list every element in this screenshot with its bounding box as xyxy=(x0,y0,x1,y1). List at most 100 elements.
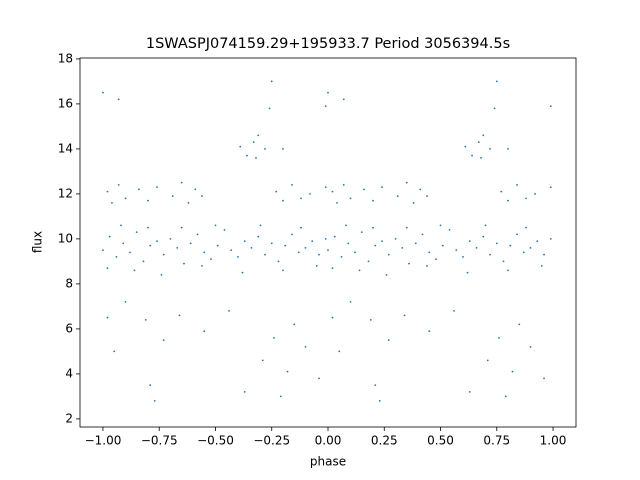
y-tick-label: 2 xyxy=(65,411,73,425)
data-point xyxy=(156,240,158,243)
data-point xyxy=(347,242,350,245)
data-point xyxy=(387,339,390,342)
data-point xyxy=(255,157,257,159)
y-tick-label: 6 xyxy=(65,321,73,335)
data-point xyxy=(201,195,203,198)
data-point xyxy=(439,224,442,227)
data-point xyxy=(264,253,266,256)
data-point xyxy=(489,253,491,256)
data-point xyxy=(331,316,334,319)
data-point xyxy=(273,337,275,339)
data-point xyxy=(448,229,451,231)
data-point xyxy=(318,253,320,256)
data-point xyxy=(147,226,149,229)
data-point xyxy=(106,267,109,270)
data-point xyxy=(354,251,356,254)
data-point xyxy=(243,391,246,393)
data-point xyxy=(421,233,424,236)
data-point xyxy=(318,377,320,380)
data-point xyxy=(484,224,487,227)
data-point xyxy=(230,249,233,252)
data-point xyxy=(529,247,532,249)
data-point xyxy=(176,247,179,249)
data-point xyxy=(178,314,181,317)
data-point xyxy=(372,199,374,202)
data-point xyxy=(327,249,329,252)
data-point xyxy=(495,242,498,245)
data-point xyxy=(144,319,147,321)
data-point xyxy=(349,301,352,303)
data-point xyxy=(203,251,206,254)
data-point xyxy=(237,256,239,258)
data-point xyxy=(482,235,485,238)
data-point xyxy=(516,184,518,186)
data-point xyxy=(142,260,145,263)
data-point xyxy=(268,107,271,110)
data-point xyxy=(396,195,399,198)
data-point xyxy=(419,188,422,191)
data-point xyxy=(124,301,127,303)
data-point xyxy=(270,242,273,245)
data-point xyxy=(106,190,109,193)
data-point xyxy=(534,193,536,195)
data-point xyxy=(504,395,507,398)
data-point xyxy=(338,350,341,353)
data-point xyxy=(147,199,149,202)
data-point xyxy=(482,134,485,137)
data-point xyxy=(489,148,491,150)
data-point xyxy=(201,265,203,267)
data-point xyxy=(214,224,217,227)
data-point xyxy=(239,145,242,148)
x-axis-label: phase xyxy=(310,455,346,469)
data-point xyxy=(297,251,300,254)
data-point xyxy=(525,226,527,229)
x-tick-label: 0.50 xyxy=(427,434,454,448)
data-point xyxy=(194,188,197,191)
y-tick-label: 4 xyxy=(65,366,73,380)
data-point xyxy=(529,346,532,348)
data-point xyxy=(277,260,280,263)
data-point xyxy=(129,251,131,254)
data-point xyxy=(480,157,482,159)
data-point xyxy=(426,195,428,198)
data-point xyxy=(408,262,410,265)
data-point xyxy=(160,274,163,276)
data-point xyxy=(115,256,118,258)
data-point xyxy=(252,141,255,144)
data-point xyxy=(374,384,377,387)
data-point xyxy=(374,244,377,247)
data-point xyxy=(117,184,120,186)
data-point xyxy=(250,247,253,249)
data-point xyxy=(106,316,109,319)
data-point xyxy=(453,310,455,312)
data-point xyxy=(549,186,552,189)
data-point xyxy=(117,98,120,101)
data-point xyxy=(102,91,104,94)
data-point xyxy=(171,195,174,198)
data-point xyxy=(286,370,289,373)
data-point xyxy=(549,105,552,108)
data-point xyxy=(381,240,383,243)
data-point xyxy=(324,238,327,240)
x-tick-label: −0.50 xyxy=(197,434,234,448)
data-point xyxy=(394,238,397,240)
data-point xyxy=(401,247,404,249)
x-tick-label: −1.00 xyxy=(85,434,122,448)
data-point xyxy=(311,240,314,243)
data-point xyxy=(122,242,125,245)
data-point xyxy=(133,269,136,272)
data-point xyxy=(275,190,278,193)
data-point xyxy=(257,134,260,137)
data-point xyxy=(495,80,498,83)
data-point xyxy=(327,91,329,94)
data-point xyxy=(309,193,311,195)
data-point xyxy=(162,253,165,256)
data-point xyxy=(331,190,334,193)
data-point xyxy=(149,244,152,247)
data-point xyxy=(507,269,509,272)
data-point xyxy=(516,233,518,236)
data-point xyxy=(270,80,273,83)
data-point xyxy=(345,224,347,227)
data-point xyxy=(405,181,408,184)
